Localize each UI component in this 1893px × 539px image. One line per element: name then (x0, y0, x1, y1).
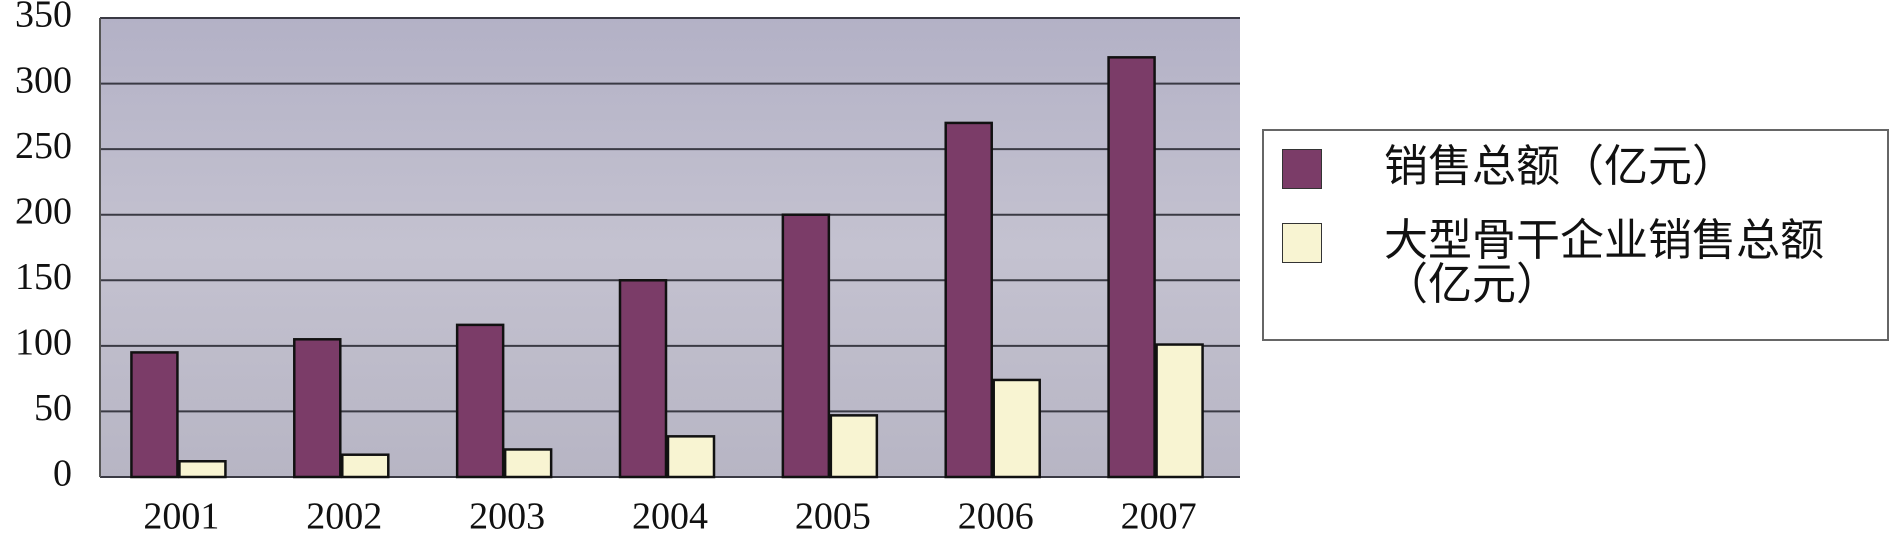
y-tick-label: 250 (15, 125, 72, 167)
legend-entry: 大型骨干企业销售总额（亿元） (1282, 219, 1884, 307)
bar (178, 460, 227, 479)
y-tick-label: 50 (34, 387, 72, 429)
x-tick-label: 2005 (795, 496, 871, 538)
y-tick-label: 150 (15, 256, 72, 298)
x-tick-label: 2007 (1121, 496, 1197, 538)
y-tick-label: 0 (53, 453, 72, 495)
x-tick-label: 2006 (958, 496, 1034, 538)
y-tick-label: 200 (15, 190, 72, 232)
legend-label: 销售总额（亿元） (1384, 141, 1736, 192)
bar (130, 351, 179, 479)
x-tick-label: 2002 (306, 496, 382, 538)
bar (781, 213, 831, 479)
bar (666, 435, 716, 479)
x-tick-label: 2003 (469, 496, 545, 538)
y-tick-label: 300 (15, 59, 72, 101)
x-tick-label: 2004 (632, 496, 708, 538)
legend-label: 大型骨干企业销售总额（亿元） (1384, 215, 1824, 310)
bar (944, 121, 993, 479)
legend-swatch (1282, 223, 1322, 263)
x-tick-label: 2001 (143, 496, 219, 538)
legend: 销售总额（亿元） 大型骨干企业销售总额（亿元） (1262, 129, 1889, 341)
legend-swatch (1282, 149, 1322, 189)
bar (293, 338, 342, 479)
legend-entry: 销售总额（亿元） (1282, 145, 1884, 189)
y-tick-label: 100 (15, 322, 72, 364)
bar (1107, 56, 1156, 479)
bar (618, 279, 668, 479)
bar (341, 453, 390, 479)
y-tick-label: 350 (15, 0, 72, 36)
bar (829, 414, 879, 479)
bar (992, 378, 1041, 479)
bar (1155, 343, 1204, 479)
bar (503, 448, 553, 479)
bar (455, 323, 505, 479)
plot-area (100, 18, 1240, 477)
